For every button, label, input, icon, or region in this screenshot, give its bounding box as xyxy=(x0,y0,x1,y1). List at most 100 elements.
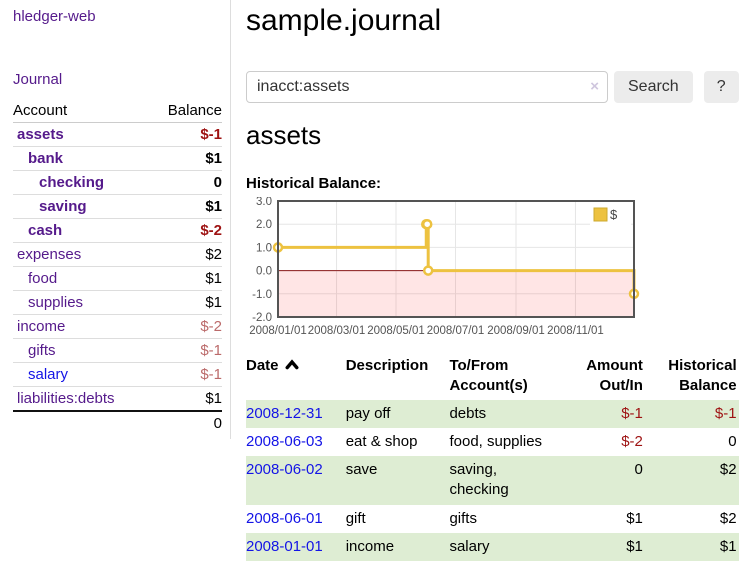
description-cell: gift xyxy=(345,509,366,527)
account-balance: $-1 xyxy=(149,122,222,147)
y-tick-label: -1.0 xyxy=(252,289,272,301)
chart-section-label: Historical Balance: xyxy=(246,175,382,192)
account-row: bank $1 xyxy=(13,146,222,171)
account-name-cell: gifts xyxy=(13,338,150,363)
account-balance: $1 xyxy=(149,194,222,219)
account-row: food $1 xyxy=(13,266,222,291)
nav-journal-link[interactable]: Journal xyxy=(13,71,63,88)
account-row: expenses $2 xyxy=(13,242,222,267)
account-name-cell: checking xyxy=(13,170,150,195)
balance-cell: $1 xyxy=(719,537,737,555)
y-tick-label: 3.0 xyxy=(256,197,272,208)
balance-cell: $2 xyxy=(719,461,737,478)
accounts-cell: debts xyxy=(449,404,487,422)
amount-cell: $-1 xyxy=(621,404,643,422)
account-link[interactable]: income xyxy=(17,318,66,335)
date-link[interactable]: 2008-12-31 xyxy=(246,404,323,422)
date-link[interactable]: 2008-06-03 xyxy=(246,432,323,450)
page: hledger-web Journal Account Balance asse… xyxy=(0,0,742,561)
register-column-label: To/From Account(s) xyxy=(449,357,528,395)
balance-column-header: Balance xyxy=(149,99,222,123)
account-row: gifts $-1 xyxy=(13,338,222,363)
y-tick-label: 0.0 xyxy=(256,266,272,278)
account-link[interactable]: liabilities:debts xyxy=(17,390,115,407)
account-balance: $1 xyxy=(149,386,222,412)
account-link[interactable]: cash xyxy=(28,222,63,239)
register-column-label: Date xyxy=(246,357,279,374)
date-link[interactable]: 2008-01-01 xyxy=(246,537,323,555)
account-link[interactable]: checking xyxy=(39,174,105,191)
account-link[interactable]: gifts xyxy=(28,342,56,359)
search-button[interactable]: Search xyxy=(614,71,693,103)
account-name-cell: saving xyxy=(13,194,150,219)
register-header-row: Date Description To/From Account(s) Amount … xyxy=(246,354,739,400)
account-name-cell: supplies xyxy=(13,290,150,315)
app-title-link[interactable]: hledger-web xyxy=(13,8,96,25)
accounts-cell: saving, checking xyxy=(449,461,509,499)
x-tick-label: 2008/09/01 xyxy=(487,325,545,337)
register-table: Date Description To/From Account(s) Amount … xyxy=(246,354,739,561)
account-row: supplies $1 xyxy=(13,290,222,315)
amount-cell: $-2 xyxy=(621,432,643,450)
account-balance: $-1 xyxy=(149,338,222,363)
account-balance: $2 xyxy=(149,242,222,267)
register-column-label: Historical Balance xyxy=(668,357,737,395)
register-row: 2008-01-01 income salary $1 $1 xyxy=(246,532,739,561)
x-tick-label: 2008/03/01 xyxy=(308,325,366,337)
sidebar: hledger-web Journal Account Balance asse… xyxy=(0,0,231,439)
date-cell: 2008-06-03 xyxy=(246,428,346,456)
register-column-label: Description xyxy=(345,357,429,374)
date-link[interactable]: 2008-06-02 xyxy=(246,461,323,478)
register-row: 2008-06-03 eat & shop food, supplies $-2 0 xyxy=(246,428,739,456)
balance-cell: $-1 xyxy=(714,404,737,422)
register-column-header[interactable]: Date xyxy=(246,354,346,400)
account-balance: 0 xyxy=(149,170,222,195)
accounts-cell: salary xyxy=(449,537,490,555)
main-content: sample.journal × Search ? assets Histori… xyxy=(231,0,742,561)
data-point-marker xyxy=(421,218,433,230)
accounts-cell: food, supplies xyxy=(449,432,543,450)
help-button[interactable]: ? xyxy=(703,71,739,103)
x-tick-label: 2008/07/01 xyxy=(427,325,485,337)
amount-cell: $1 xyxy=(626,537,643,555)
amount-cell: $1 xyxy=(626,509,643,527)
account-balance: $1 xyxy=(149,146,222,171)
x-tick-label: 2008/01/01 xyxy=(249,325,307,337)
account-link[interactable]: food xyxy=(28,270,58,287)
amount-cell: 0 xyxy=(634,461,643,478)
account-row: salary $-1 xyxy=(13,362,222,387)
account-link[interactable]: salary xyxy=(28,366,69,383)
balance-cell: $2 xyxy=(719,509,737,527)
account-balance: $-2 xyxy=(149,314,222,339)
legend-label: $ xyxy=(610,207,618,222)
account-row: cash $-2 xyxy=(13,218,222,243)
account-name-cell: liabilities:debts xyxy=(13,386,150,412)
account-name-cell: assets xyxy=(13,122,150,147)
balance-cell: 0 xyxy=(728,432,737,450)
search-input[interactable] xyxy=(246,71,608,103)
plot-border xyxy=(277,200,635,318)
account-link[interactable]: saving xyxy=(39,198,87,215)
register-row: 2008-06-01 gift gifts $1 $2 xyxy=(246,505,739,533)
clear-search-icon[interactable]: × xyxy=(590,78,599,95)
account-column-header: Account xyxy=(13,99,150,123)
account-link[interactable]: assets xyxy=(17,126,64,143)
account-total-row: 0 xyxy=(13,410,222,435)
account-balance: $1 xyxy=(149,266,222,291)
account-link[interactable]: supplies xyxy=(28,294,84,311)
register-column-header: Description xyxy=(346,354,450,400)
account-total-spacer xyxy=(13,410,150,435)
account-balance: $1 xyxy=(149,290,222,315)
account-link[interactable]: bank xyxy=(28,150,64,167)
account-link[interactable]: expenses xyxy=(17,246,82,263)
sort-ascending-icon xyxy=(285,357,299,374)
date-link[interactable]: 2008-06-01 xyxy=(246,509,323,527)
search-bar: × Search ? xyxy=(246,71,739,103)
description-cell: pay off xyxy=(345,404,391,422)
account-total-value: 0 xyxy=(149,410,222,435)
historical-balance-chart: $3.0 2.0 1.0 0.0 -1.0 -2.0 2008/01/01 2008/03/0… xyxy=(246,196,739,339)
negative-region xyxy=(278,270,634,317)
search-field-wrap: × xyxy=(246,71,608,103)
account-name-cell: food xyxy=(13,266,150,291)
y-tick-label: -2.0 xyxy=(252,312,272,324)
